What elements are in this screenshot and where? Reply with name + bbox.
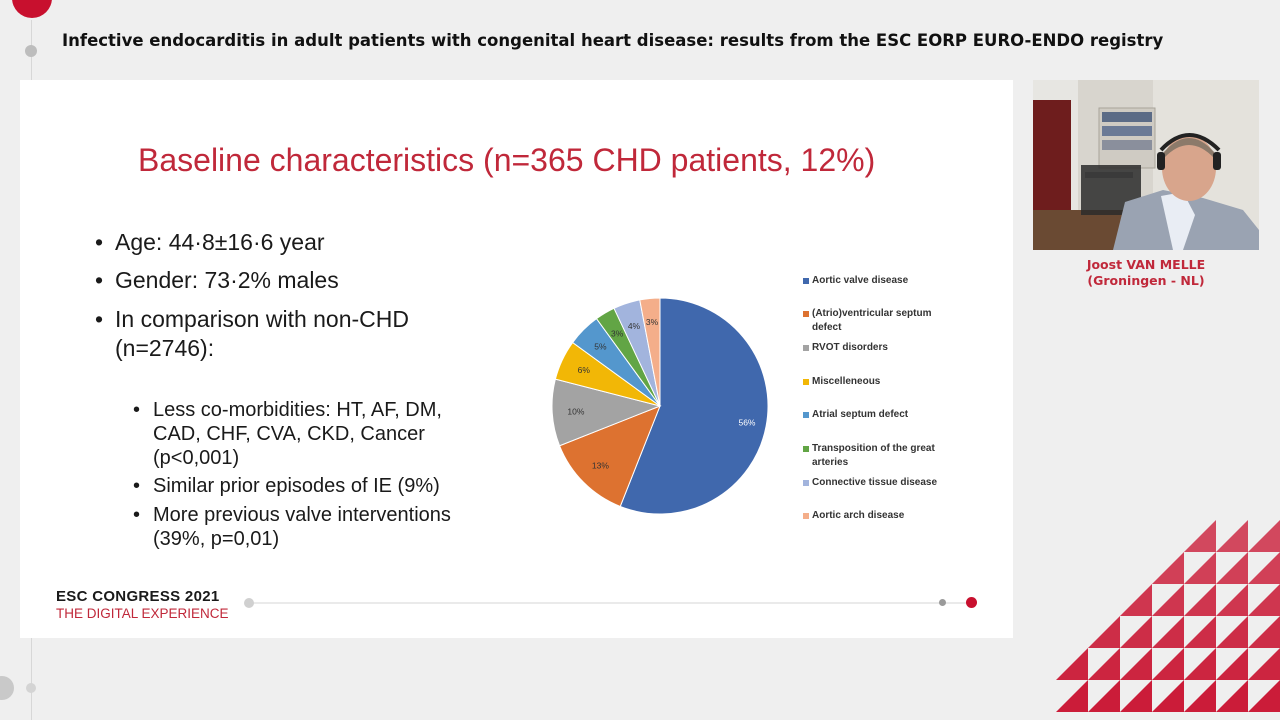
- presentation-slide: Baseline characteristics (n=365 CHD pati…: [20, 80, 1013, 638]
- decorative-triangle: [1056, 648, 1088, 680]
- pie-data-label-6: 3%: [611, 328, 624, 338]
- legend-label: Atrial septum defect: [812, 409, 909, 420]
- decorative-triangle: [1088, 648, 1120, 680]
- decorative-triangle: [1216, 616, 1248, 648]
- legend-swatch: [803, 311, 809, 317]
- speaker-video-frame: [1033, 80, 1259, 250]
- pie-slice-2: [558, 405, 661, 508]
- legend-label: (Atrio)ventricular septum defect: [812, 308, 932, 333]
- legend-swatch: [803, 379, 809, 385]
- legend-label: Connective tissue disease: [812, 477, 938, 488]
- decorative-triangle: [1248, 584, 1280, 616]
- decorative-triangle: [1216, 584, 1248, 616]
- slide-progress-start-dot: [244, 598, 254, 608]
- slide-progress-mid-dot: [939, 599, 946, 606]
- decorative-triangle: [1120, 584, 1152, 616]
- legend-label: Aortic arch disease: [812, 510, 905, 521]
- decorative-triangle: [1184, 584, 1216, 616]
- decorative-triangle: [1216, 648, 1248, 680]
- decorative-triangle: [1184, 648, 1216, 680]
- session-title: Infective endocarditis in adult patients…: [62, 31, 1164, 50]
- decorative-triangle: [1248, 680, 1280, 712]
- decorative-triangle: [1120, 680, 1152, 712]
- decorative-gray-dot: [0, 676, 14, 700]
- slide-progress-end-dot: [966, 597, 977, 608]
- speaker-affiliation: (Groningen - NL): [1087, 273, 1205, 288]
- legend-swatch: [803, 480, 809, 486]
- pie-data-label-2: 13%: [592, 461, 609, 471]
- decorative-triangle: [1120, 648, 1152, 680]
- decorative-gray-dot: [25, 45, 37, 57]
- esc-logo-line1: ESC CONGRESS 2021: [56, 588, 220, 605]
- speaker-name: Joost VAN MELLE: [1086, 257, 1206, 272]
- decorative-triangle: [1184, 680, 1216, 712]
- decorative-gray-dot: [26, 683, 36, 693]
- esc-logo-line2: THE DIGITAL EXPERIENCE: [56, 606, 229, 621]
- pie-data-label-4: 6%: [578, 365, 591, 375]
- pie-slice-8: [639, 297, 661, 407]
- decorative-triangle: [1248, 552, 1280, 584]
- slide-title: Baseline characteristics (n=365 CHD pati…: [138, 142, 876, 178]
- decorative-red-dot: [12, 0, 52, 18]
- decorative-triangle: [1152, 552, 1184, 584]
- decorative-triangle: [1248, 520, 1280, 552]
- speaker-name-label: Joost VAN MELLE (Groningen - NL): [1033, 257, 1259, 289]
- decorative-triangle: [1216, 520, 1248, 552]
- legend-label: Aortic valve disease: [812, 275, 909, 286]
- decorative-triangle: [1184, 616, 1216, 648]
- pie-data-label-7: 4%: [628, 321, 641, 331]
- decorative-triangle: [1216, 552, 1248, 584]
- legend-swatch: [803, 278, 809, 284]
- decorative-triangle: [1184, 520, 1216, 552]
- pie-data-label-8: 3%: [646, 317, 659, 327]
- pie-slice-1: [619, 297, 769, 515]
- decorative-triangle: [1152, 584, 1184, 616]
- pie-chart: 56% 13% 10% 6% 5% 3% 4% 3%: [551, 297, 769, 515]
- legend-label: Miscelleneous: [812, 376, 881, 387]
- decorative-triangle: [1184, 552, 1216, 584]
- decorative-triangle: [1088, 616, 1120, 648]
- decorative-triangle: [1152, 680, 1184, 712]
- decorative-triangle-pattern: [1056, 520, 1280, 712]
- decorative-triangle: [1088, 680, 1120, 712]
- decorative-triangle: [1152, 616, 1184, 648]
- speaker-video: [1033, 80, 1259, 250]
- decorative-triangle: [1248, 648, 1280, 680]
- legend-swatch: [803, 345, 809, 351]
- esc-congress-logo: ESC CONGRESS 2021 THE DIGITAL EXPERIENCE: [56, 588, 229, 621]
- decorative-triangle: [1056, 680, 1088, 712]
- legend-label: RVOT disorders: [812, 342, 888, 353]
- decorative-triangle: [1216, 680, 1248, 712]
- legend-swatch: [803, 513, 809, 519]
- legend-swatch: [803, 412, 809, 418]
- decorative-triangle: [1152, 648, 1184, 680]
- pie-data-label-1: 56%: [738, 418, 755, 428]
- decorative-triangle: [1248, 616, 1280, 648]
- legend-label: Transposition of the great arteries: [812, 443, 935, 468]
- decorative-triangle: [1120, 616, 1152, 648]
- pie-data-label-5: 5%: [594, 341, 607, 351]
- legend-swatch: [803, 446, 809, 452]
- slide-progress-track: [249, 602, 971, 604]
- pie-data-label-3: 10%: [567, 406, 584, 416]
